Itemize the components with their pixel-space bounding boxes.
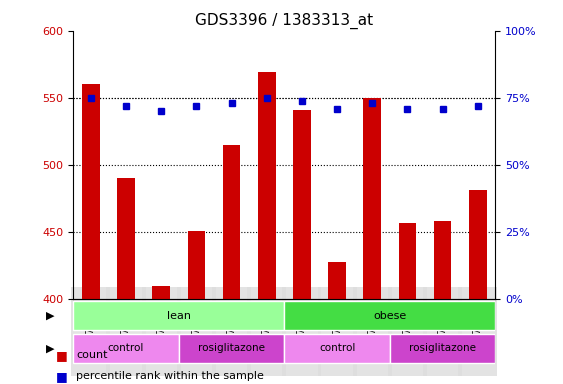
Text: percentile rank within the sample: percentile rank within the sample: [76, 371, 264, 381]
Text: control: control: [108, 343, 144, 353]
Text: control: control: [319, 343, 355, 353]
Bar: [364, 98, 381, 299]
FancyBboxPatch shape: [284, 301, 495, 330]
Text: rosiglitazone: rosiglitazone: [409, 343, 476, 353]
Bar: [187, 231, 205, 299]
Text: ■: ■: [56, 349, 68, 362]
Text: obese: obese: [373, 311, 406, 321]
Text: count: count: [76, 350, 108, 360]
Bar: [469, 190, 486, 299]
FancyBboxPatch shape: [73, 301, 284, 330]
Bar: [223, 145, 240, 299]
FancyBboxPatch shape: [284, 334, 390, 363]
Text: ▶: ▶: [46, 343, 55, 353]
FancyBboxPatch shape: [73, 334, 179, 363]
Text: rosiglitazone: rosiglitazone: [198, 343, 265, 353]
Text: lean: lean: [167, 311, 191, 321]
Bar: [258, 72, 275, 299]
Bar: [153, 286, 170, 299]
Bar: [328, 262, 346, 299]
Bar: [293, 110, 311, 299]
Bar: [399, 223, 416, 299]
FancyBboxPatch shape: [390, 334, 495, 363]
Title: GDS3396 / 1383313_at: GDS3396 / 1383313_at: [195, 13, 373, 29]
FancyBboxPatch shape: [179, 334, 284, 363]
Bar: [82, 84, 100, 299]
Bar: [117, 179, 135, 299]
Text: ▶: ▶: [46, 311, 55, 321]
Bar: [434, 221, 452, 299]
Text: ■: ■: [56, 370, 68, 383]
